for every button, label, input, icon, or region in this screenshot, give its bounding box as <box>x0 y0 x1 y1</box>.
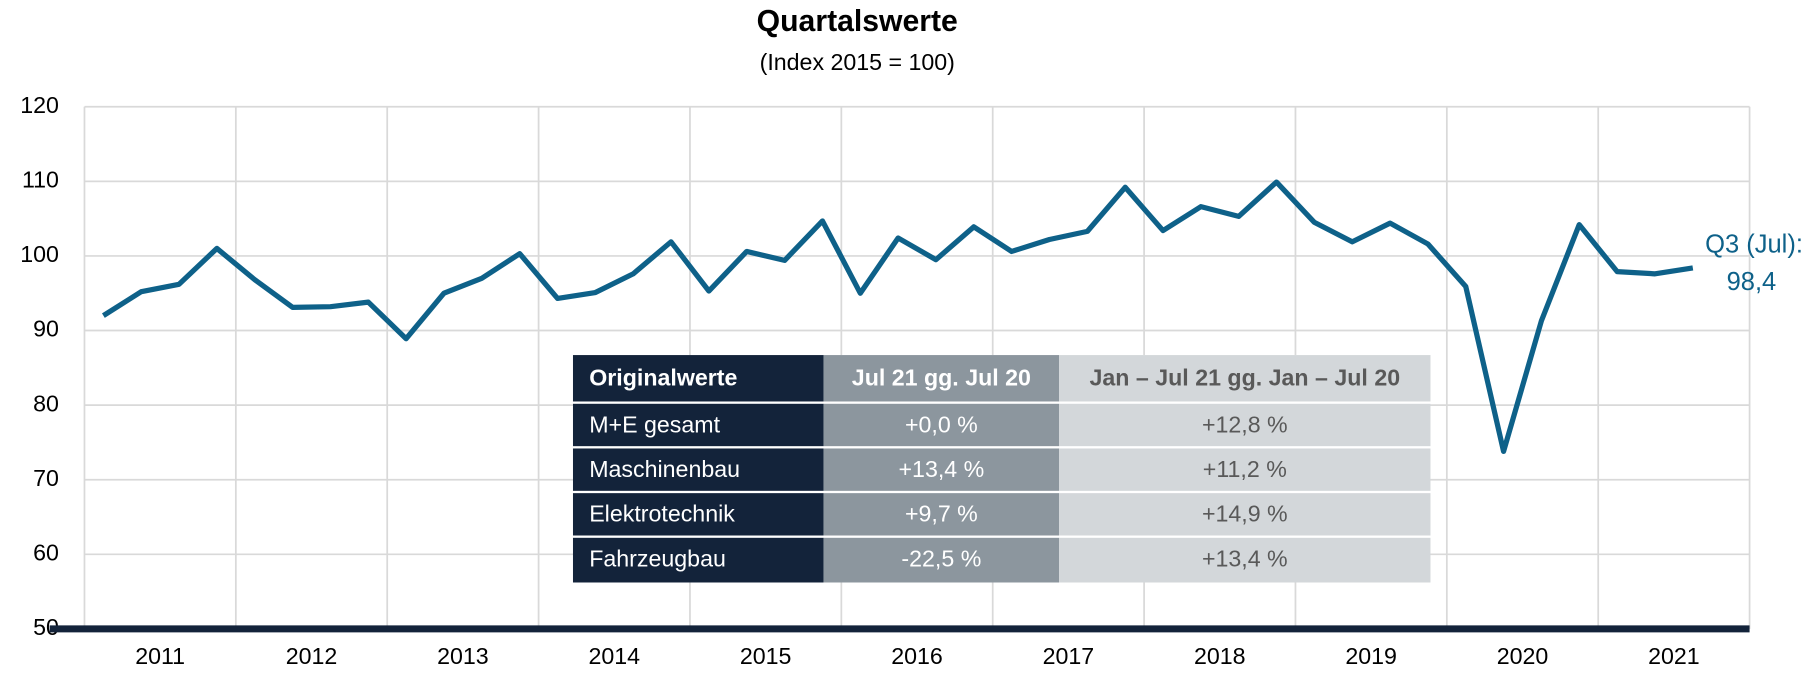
y-tick-label: 60 <box>33 539 59 565</box>
table-cell <box>823 448 1060 491</box>
x-tick-label: 2019 <box>1345 643 1397 669</box>
table-header-cell <box>1059 355 1431 402</box>
table-cell <box>823 493 1060 536</box>
table-cell <box>1059 493 1431 536</box>
table-cell <box>823 403 1060 447</box>
y-tick-label: 90 <box>33 316 59 342</box>
x-tick-label: 2020 <box>1497 643 1549 669</box>
table-cell-text: +0,0 % <box>905 411 978 437</box>
table-cell-text: Fahrzeugbau <box>589 545 726 571</box>
x-tick-label: 2014 <box>588 643 640 669</box>
y-tick-label: 120 <box>20 92 59 118</box>
y-tick-label: 70 <box>33 465 59 491</box>
y-tick-label: 100 <box>20 241 59 267</box>
chart-subtitle: (Index 2015 = 100) <box>760 49 955 75</box>
line-series <box>101 179 1694 454</box>
table-header-cell <box>572 355 824 402</box>
x-tick-label: 2011 <box>135 643 185 669</box>
table-cell-text: Maschinenbau <box>589 456 740 482</box>
x-tick-label: 2016 <box>891 643 943 669</box>
y-tick-label: 80 <box>33 390 59 416</box>
table-cell <box>1059 537 1431 583</box>
table-cell-text: +14,9 % <box>1202 501 1288 527</box>
table-header: Jan – Jul 21 gg. Jan – Jul 20 <box>1090 365 1401 391</box>
table-cell-text: Elektrotechnik <box>589 501 735 527</box>
table-cell-text: +13,4 % <box>1202 545 1288 571</box>
annotation-value: 98,4 <box>1727 268 1777 296</box>
table-cell-text: +11,2 % <box>1203 456 1287 482</box>
table-cell-text: M+E gesamt <box>589 411 720 437</box>
table-cell-text: +12,8 % <box>1202 411 1288 437</box>
x-tick-label: 2021 <box>1648 643 1700 669</box>
table-cell <box>823 537 1060 583</box>
chart-title: Quartalswerte <box>757 5 958 38</box>
x-tick-label: 2015 <box>740 643 792 669</box>
table-cell <box>572 537 824 583</box>
table-header: Jul 21 gg. Jul 20 <box>852 365 1031 391</box>
table-cell-text: +9,7 % <box>905 501 978 527</box>
table-cell <box>572 493 824 536</box>
x-tick-label: 2018 <box>1194 643 1246 669</box>
table-cell-text: +13,4 % <box>899 456 985 482</box>
annotation: Q3 (Jul): <box>1705 231 1803 259</box>
table-header-cell <box>823 355 1060 402</box>
table-cell-text: -22,5 % <box>901 545 981 571</box>
table-cell <box>1059 403 1431 447</box>
table-cell <box>572 403 824 447</box>
x-tick-label: 2013 <box>437 643 489 669</box>
table-cell <box>1059 448 1431 491</box>
table-cell <box>572 448 824 491</box>
table-header: Originalwerte <box>589 365 737 391</box>
x-tick-label: 2017 <box>1043 643 1095 669</box>
x-tick-label: 2012 <box>286 643 338 669</box>
y-tick-label: 110 <box>22 166 59 192</box>
